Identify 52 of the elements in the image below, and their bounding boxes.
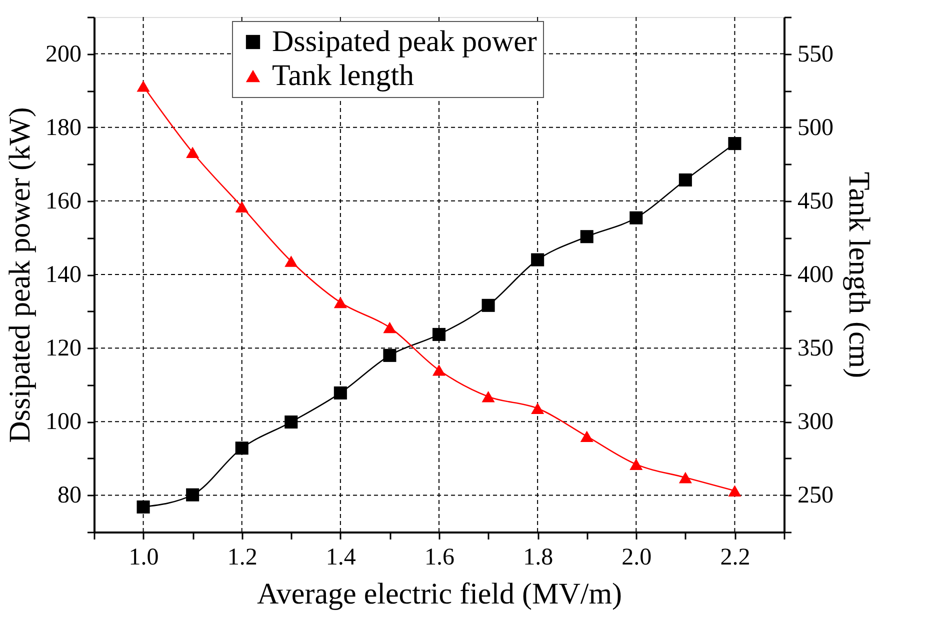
point bbox=[383, 348, 396, 362]
y-axis-title: Dssipated peak power (kW) bbox=[4, 107, 36, 443]
x-tick-label: 1.2 bbox=[227, 544, 258, 570]
point bbox=[334, 386, 347, 400]
y-tick-label: 200 bbox=[46, 41, 82, 68]
text: 1.0 bbox=[128, 544, 159, 570]
y-tick-label: 120 bbox=[46, 336, 82, 362]
y2-tick-label: 250 bbox=[798, 482, 834, 509]
x-axis-title: Average electric field (MV/m) bbox=[256, 578, 622, 610]
point bbox=[580, 430, 594, 442]
y2-axis-title: Tank length (cm) bbox=[842, 172, 876, 378]
point bbox=[531, 253, 544, 266]
point bbox=[284, 256, 298, 267]
point bbox=[136, 500, 150, 514]
point bbox=[678, 472, 692, 484]
x-tick-label: 2.2 bbox=[720, 544, 750, 570]
point bbox=[728, 485, 742, 496]
point bbox=[482, 390, 495, 402]
point bbox=[235, 201, 248, 212]
point bbox=[432, 328, 446, 341]
y2-tick-label: 450 bbox=[798, 188, 834, 214]
point bbox=[678, 173, 692, 186]
point bbox=[482, 298, 495, 312]
y2-tick-label: 500 bbox=[798, 114, 834, 141]
point bbox=[531, 402, 544, 414]
x-tick-label: 1.4 bbox=[326, 544, 356, 570]
point bbox=[334, 296, 347, 308]
point bbox=[186, 146, 200, 158]
point bbox=[186, 488, 200, 502]
point bbox=[630, 211, 643, 224]
point bbox=[235, 442, 248, 455]
point bbox=[630, 458, 643, 470]
y2-tick-label: 400 bbox=[798, 262, 834, 288]
y2-tick-label: 350 bbox=[798, 336, 834, 362]
x-tick-label: 1.6 bbox=[424, 544, 454, 570]
y-tick-label: 80 bbox=[58, 482, 82, 509]
y-tick-label: 160 bbox=[46, 188, 82, 214]
point bbox=[580, 230, 594, 244]
y2-tick-label: 550 bbox=[798, 41, 834, 68]
legend-label: Dssipated peak power bbox=[272, 25, 537, 58]
y2-tick-label: 300 bbox=[798, 409, 834, 436]
legend-label: Tank length bbox=[272, 59, 414, 92]
x-tick-label: 2.0 bbox=[622, 544, 652, 570]
point bbox=[383, 322, 396, 334]
point bbox=[728, 137, 742, 150]
y-tick-label: 100 bbox=[46, 409, 82, 436]
point bbox=[432, 364, 446, 376]
y-tick-label: 140 bbox=[46, 262, 82, 288]
point bbox=[136, 80, 150, 92]
x-tick-label: 1.8 bbox=[523, 544, 554, 570]
y-tick-label: 180 bbox=[46, 114, 82, 141]
point bbox=[284, 415, 298, 429]
